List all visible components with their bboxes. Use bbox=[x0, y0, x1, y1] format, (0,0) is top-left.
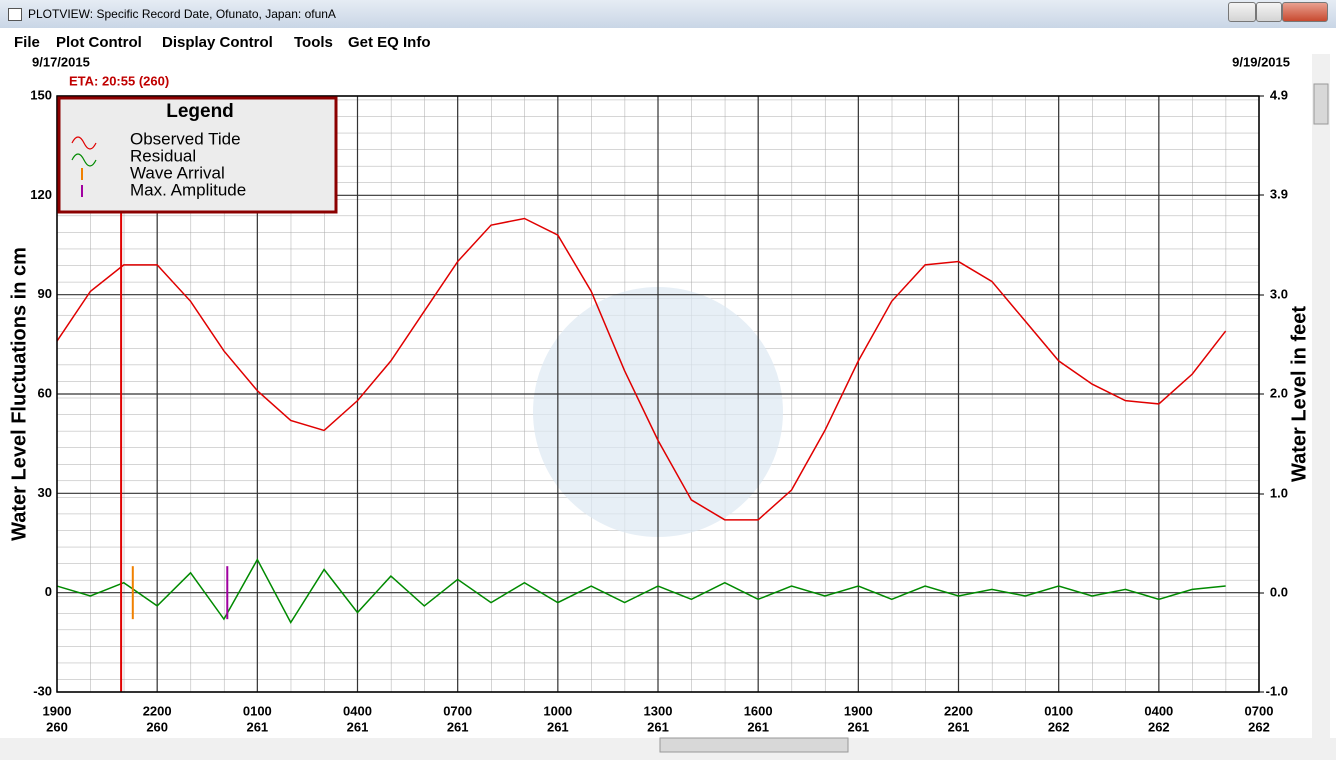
x-tick-day: 262 bbox=[1248, 719, 1270, 734]
menu-item[interactable]: Plot Control bbox=[56, 34, 142, 51]
minimize-button[interactable] bbox=[1228, 2, 1256, 22]
close-button[interactable] bbox=[1282, 2, 1328, 22]
y-tick-label: 30 bbox=[38, 485, 52, 500]
series-line bbox=[56, 557, 1226, 624]
x-tick-label: 0400 bbox=[1144, 703, 1173, 718]
x-tick-label: 0100 bbox=[1044, 703, 1073, 718]
x-tick-label: 2200 bbox=[944, 703, 973, 718]
y2-tick-label: 2.0 bbox=[1270, 385, 1288, 400]
legend-label: Observed Tide bbox=[130, 129, 241, 148]
legend-label: Wave Arrival bbox=[130, 163, 225, 182]
maximize-button[interactable] bbox=[1256, 2, 1282, 22]
y-tick-label: 0 bbox=[45, 584, 52, 599]
h-scroll-thumb[interactable] bbox=[659, 737, 849, 753]
menu-item[interactable]: Get EQ Info bbox=[348, 34, 431, 51]
scroll-thumb[interactable] bbox=[1313, 83, 1329, 125]
y2-tick-label: 1.0 bbox=[1270, 485, 1288, 500]
x-tick-day: 262 bbox=[1048, 719, 1070, 734]
series-line bbox=[56, 217, 1227, 521]
end-date: 9/19/2015 bbox=[1232, 54, 1290, 69]
y2-tick-label: -1.0 bbox=[1266, 683, 1288, 698]
y2-tick-label: 4.9 bbox=[1270, 87, 1288, 102]
x-tick-label: 1600 bbox=[744, 703, 773, 718]
x-tick-day: 262 bbox=[1148, 719, 1170, 734]
y2-tick-label: 3.9 bbox=[1270, 186, 1288, 201]
vertical-scrollbar[interactable] bbox=[1312, 54, 1330, 738]
x-tick-day: 260 bbox=[46, 719, 68, 734]
x-tick-label: 0400 bbox=[343, 703, 372, 718]
window-title: PLOTVIEW: Specific Record Date, Ofunato,… bbox=[28, 7, 336, 21]
chart: 9/17/2015 9/19/2015 Water Level Fluctuat… bbox=[0, 54, 1336, 760]
y-axis-label: Water Level Fluctuations in cm bbox=[8, 247, 30, 541]
x-tick-day: 261 bbox=[447, 719, 469, 734]
x-tick-day: 261 bbox=[747, 719, 769, 734]
x-tick-label: 1000 bbox=[543, 703, 572, 718]
y-tick-label: 90 bbox=[38, 286, 52, 301]
start-date: 9/17/2015 bbox=[32, 54, 90, 69]
x-tick-label: 1300 bbox=[644, 703, 673, 718]
y-tick-label: 150 bbox=[30, 87, 52, 102]
x-tick-day: 261 bbox=[847, 719, 869, 734]
x-tick-day: 261 bbox=[347, 719, 369, 734]
menu-item[interactable]: Tools bbox=[294, 34, 333, 51]
y-tick-label: 120 bbox=[30, 187, 52, 202]
legend-swatch bbox=[71, 136, 97, 150]
x-tick-day: 261 bbox=[547, 719, 569, 734]
x-tick-day: 261 bbox=[647, 719, 669, 734]
menu-item[interactable]: File bbox=[14, 34, 40, 51]
y2-tick-label: 0.0 bbox=[1270, 584, 1288, 599]
x-tick-day: 261 bbox=[948, 719, 970, 734]
x-tick-label: 0700 bbox=[1245, 703, 1274, 718]
x-tick-label: 1900 bbox=[844, 703, 873, 718]
legend-label: Max. Amplitude bbox=[130, 180, 246, 199]
y2-axis-label: Water Level in feet bbox=[1288, 306, 1310, 482]
x-tick-label: 1900 bbox=[43, 703, 72, 718]
eta-label: ETA: 20:55 (260) bbox=[69, 73, 169, 88]
x-tick-label: 0100 bbox=[243, 703, 272, 718]
legend-box bbox=[57, 96, 338, 214]
x-tick-label: 0700 bbox=[443, 703, 472, 718]
y-tick-label: 60 bbox=[38, 385, 52, 400]
legend-swatch bbox=[71, 153, 97, 167]
y-tick-label: -30 bbox=[33, 683, 52, 698]
y2-tick-label: 3.0 bbox=[1270, 286, 1288, 301]
title-bar: PLOTVIEW: Specific Record Date, Ofunato,… bbox=[0, 0, 1336, 28]
app-icon bbox=[8, 8, 22, 21]
menu-bar: File Plot Control Display Control Tools Get … bbox=[0, 30, 1336, 54]
legend-label: Residual bbox=[130, 146, 196, 165]
x-tick-day: 261 bbox=[246, 719, 268, 734]
menu-item[interactable]: Display Control bbox=[162, 34, 273, 51]
x-tick-day: 260 bbox=[146, 719, 168, 734]
x-tick-label: 2200 bbox=[143, 703, 172, 718]
legend-title: Legend bbox=[166, 101, 234, 122]
